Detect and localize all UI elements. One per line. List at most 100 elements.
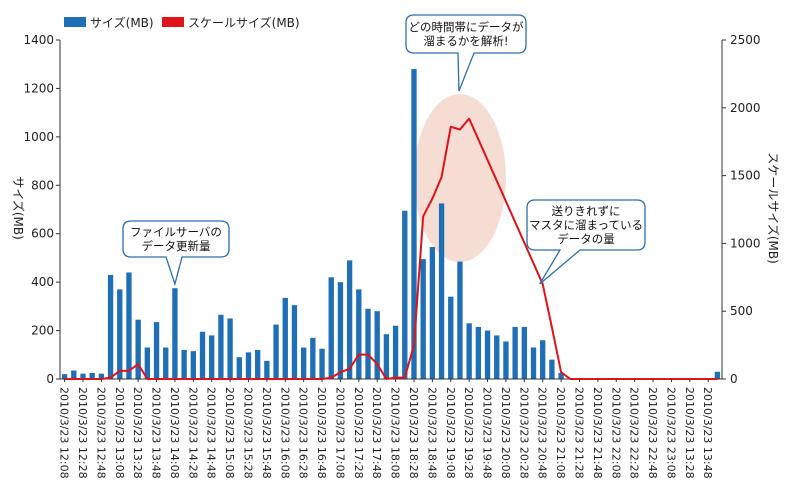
legend: サイズ(MB) スケールサイズ(MB): [64, 15, 300, 30]
callout-text: マスタに溜まっている: [529, 218, 643, 232]
bar: [392, 325, 399, 379]
x-tick-label: 2010/3/23 19:48: [481, 387, 494, 479]
x-tick-label: 2010/3/23 13:28: [683, 387, 696, 479]
bar: [153, 322, 160, 379]
legend-label-scale-size: スケールサイズ(MB): [188, 15, 300, 30]
bar: [107, 274, 114, 379]
y-left-tick-label: 200: [31, 324, 54, 338]
x-tick-label: 2010/3/23 21:48: [591, 387, 604, 479]
x-tick-label: 2010/3/23 15:08: [223, 387, 236, 479]
bar: [356, 289, 362, 379]
bar: [89, 372, 95, 379]
x-tick-label: 2010/3/23 15:48: [260, 387, 273, 479]
bar: [466, 323, 472, 379]
bar: [245, 352, 252, 379]
bar: [218, 314, 224, 379]
legend-label-size: サイズ(MB): [90, 15, 154, 30]
bar: [714, 371, 721, 379]
x-tick-label: 2010/3/23 16:28: [297, 387, 310, 479]
bar: [144, 347, 151, 379]
highlight-ellipse: [413, 94, 506, 263]
x-tick-label: 2010/3/23 12:48: [94, 387, 107, 479]
bar: [549, 359, 555, 379]
x-tick-label: 2010/3/23 14:48: [205, 387, 218, 479]
x-tick-label: 2010/3/23 17:08: [333, 387, 346, 479]
bar: [181, 349, 187, 379]
x-tick-label: 2010/3/23 16:48: [315, 387, 328, 479]
y-right-tick-label: 0: [730, 372, 738, 386]
callout-text: 溜まるかを解析!: [423, 34, 508, 48]
x-axis-ticks: 2010/3/23 12:08 2010/3/23 12:28 2010/3/23 …: [58, 379, 714, 479]
callout-text: ファイルサーバの: [130, 225, 222, 239]
bar: [117, 289, 123, 379]
y-left-tick-label: 800: [31, 178, 54, 192]
bar: [383, 334, 390, 379]
bar: [438, 203, 445, 379]
y-right-tick-label: 500: [730, 304, 753, 318]
bar: [282, 297, 288, 379]
y-left-tick-label: 0: [46, 372, 54, 386]
bar: [484, 330, 491, 379]
y-axis-right-ticks: 0 500 1000 1500 2000 2500: [722, 33, 761, 386]
callout-text: 送りきれずに: [552, 204, 621, 218]
bar: [190, 351, 196, 379]
x-tick-label: 2010/3/23 22:48: [646, 387, 659, 479]
x-tick-label: 2010/3/23 14:08: [168, 387, 181, 479]
x-tick-label: 2010/3/23 21:08: [554, 387, 567, 479]
y-axis-left-ticks: 0 200 400 600 800 1000 1200 1400: [23, 33, 60, 386]
x-tick-label: 2010/3/23 13:48: [150, 387, 163, 479]
bar: [503, 341, 509, 379]
scale-size-line: [64, 117, 718, 380]
x-tick-label: 2010/3/23 22:28: [628, 387, 641, 479]
callout-bubble: [122, 220, 230, 287]
bar: [126, 272, 132, 379]
y-left-tick-label: 1200: [23, 81, 54, 95]
bar: [457, 261, 463, 379]
x-tick-label: 2010/3/23 16:08: [278, 387, 291, 479]
bar: [236, 357, 242, 379]
bar: [264, 360, 270, 379]
x-tick-label: 2010/3/23 18:48: [425, 387, 438, 479]
x-tick-label: 2010/3/23 17:28: [352, 387, 365, 479]
bar: [209, 335, 215, 379]
x-tick-label: 2010/3/23 14:28: [186, 387, 199, 479]
y-left-tick-label: 1400: [23, 33, 54, 47]
y-right-tick-label: 1000: [730, 236, 761, 250]
legend-swatch-scale-size: [162, 17, 184, 27]
bar: [494, 335, 500, 379]
bar: [420, 259, 426, 379]
bar: [255, 349, 261, 379]
x-tick-label: 2010/3/23 18:08: [389, 387, 402, 479]
x-tick-label: 2010/3/23 23:08: [664, 387, 677, 479]
x-tick-label: 2010/3/23 18:28: [407, 387, 420, 479]
x-tick-label: 2010/3/23 17:48: [370, 387, 383, 479]
bar: [300, 347, 307, 379]
x-tick-label: 2010/3/23 13:48: [701, 387, 714, 479]
y-left-tick-label: 1000: [23, 130, 54, 144]
bar: [365, 308, 371, 379]
callout-text: データ更新量: [142, 239, 211, 253]
y-axis-left-title: サイズ(MB): [11, 176, 26, 240]
y-right-tick-label: 1500: [730, 169, 761, 183]
bar: [71, 370, 77, 379]
y-axis-right-label: スケールサイズ(MB): [766, 152, 781, 264]
bar: [429, 247, 436, 379]
y-right-tick-label: 2500: [730, 33, 761, 47]
bar: [273, 324, 279, 379]
line-series: [64, 117, 718, 380]
callout-text: どの時間帯にデータが: [409, 20, 524, 34]
x-tick-label: 2010/3/23 15:28: [241, 387, 254, 479]
y-right-tick-label: 2000: [730, 101, 761, 115]
callout-text: データの量: [557, 232, 615, 246]
bar: [530, 347, 537, 379]
bar: [402, 210, 408, 379]
x-tick-label: 2010/3/23 19:08: [444, 387, 457, 479]
bar: [475, 326, 482, 379]
y-left-tick-label: 600: [31, 227, 54, 241]
x-tick-label: 2010/3/23 13:28: [131, 387, 144, 479]
bar: [512, 326, 518, 379]
x-tick-label: 2010/3/23 19:28: [462, 387, 475, 479]
